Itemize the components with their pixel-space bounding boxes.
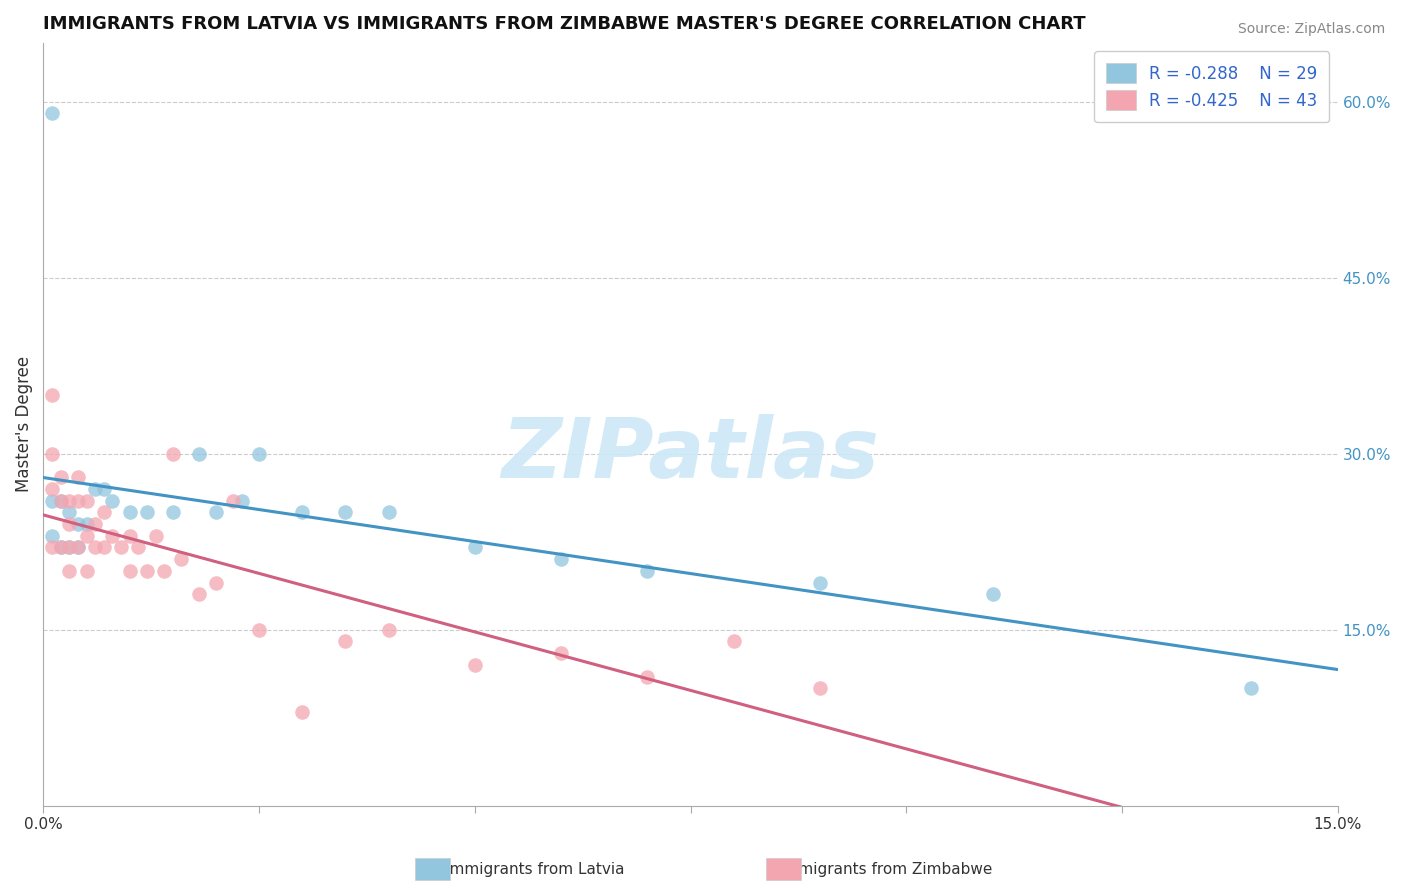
Point bbox=[162, 505, 184, 519]
Text: ZIPatlas: ZIPatlas bbox=[502, 414, 880, 495]
Point bbox=[377, 505, 399, 519]
Point bbox=[101, 493, 124, 508]
Point bbox=[187, 446, 209, 460]
Point bbox=[41, 388, 63, 402]
Point bbox=[84, 516, 107, 531]
Point bbox=[49, 541, 72, 555]
Point bbox=[66, 493, 89, 508]
Point bbox=[58, 516, 80, 531]
Point bbox=[187, 587, 209, 601]
Point bbox=[377, 623, 399, 637]
Point bbox=[1240, 681, 1263, 696]
Point bbox=[136, 564, 159, 578]
Point bbox=[58, 493, 80, 508]
Point bbox=[723, 634, 745, 648]
Point bbox=[49, 470, 72, 484]
Point bbox=[153, 564, 176, 578]
Point bbox=[84, 541, 107, 555]
Point bbox=[464, 657, 486, 672]
Text: IMMIGRANTS FROM LATVIA VS IMMIGRANTS FROM ZIMBABWE MASTER'S DEGREE CORRELATION C: IMMIGRANTS FROM LATVIA VS IMMIGRANTS FRO… bbox=[44, 15, 1085, 33]
Point bbox=[222, 493, 245, 508]
Point bbox=[66, 541, 89, 555]
Point bbox=[808, 681, 831, 696]
Point bbox=[464, 541, 486, 555]
Point bbox=[58, 564, 80, 578]
Point bbox=[162, 446, 184, 460]
Point bbox=[291, 505, 314, 519]
Point bbox=[84, 482, 107, 496]
Point bbox=[118, 529, 141, 543]
Point bbox=[291, 705, 314, 719]
Point bbox=[335, 634, 357, 648]
Point bbox=[636, 564, 658, 578]
Point bbox=[170, 552, 193, 566]
Point bbox=[41, 106, 63, 120]
Point bbox=[636, 669, 658, 683]
Point bbox=[808, 575, 831, 590]
Text: Immigrants from Latvia: Immigrants from Latvia bbox=[444, 863, 624, 877]
Point bbox=[41, 446, 63, 460]
Y-axis label: Master's Degree: Master's Degree bbox=[15, 356, 32, 492]
Point bbox=[41, 482, 63, 496]
Point bbox=[205, 505, 228, 519]
Point bbox=[335, 505, 357, 519]
Point bbox=[145, 529, 167, 543]
Point bbox=[76, 516, 98, 531]
Point bbox=[205, 575, 228, 590]
Legend: R = -0.288    N = 29, R = -0.425    N = 43: R = -0.288 N = 29, R = -0.425 N = 43 bbox=[1094, 51, 1329, 122]
Point bbox=[981, 587, 1004, 601]
Point bbox=[76, 529, 98, 543]
Point bbox=[58, 505, 80, 519]
Point bbox=[66, 516, 89, 531]
Point bbox=[93, 541, 115, 555]
Point bbox=[76, 564, 98, 578]
Point bbox=[41, 493, 63, 508]
Point bbox=[136, 505, 159, 519]
Point bbox=[58, 541, 80, 555]
Point bbox=[49, 493, 72, 508]
Point bbox=[66, 470, 89, 484]
Point bbox=[110, 541, 132, 555]
Point bbox=[41, 529, 63, 543]
Point bbox=[41, 541, 63, 555]
Point bbox=[76, 493, 98, 508]
Point bbox=[93, 505, 115, 519]
Point bbox=[101, 529, 124, 543]
Point bbox=[58, 541, 80, 555]
Point bbox=[247, 623, 270, 637]
Point bbox=[49, 493, 72, 508]
Point bbox=[49, 541, 72, 555]
Point bbox=[231, 493, 253, 508]
Text: Source: ZipAtlas.com: Source: ZipAtlas.com bbox=[1237, 22, 1385, 37]
Text: Immigrants from Zimbabwe: Immigrants from Zimbabwe bbox=[779, 863, 993, 877]
Point bbox=[118, 564, 141, 578]
Point bbox=[118, 505, 141, 519]
Point bbox=[550, 552, 572, 566]
Point bbox=[66, 541, 89, 555]
Point bbox=[550, 646, 572, 660]
Point bbox=[93, 482, 115, 496]
Point bbox=[247, 446, 270, 460]
Point bbox=[127, 541, 149, 555]
